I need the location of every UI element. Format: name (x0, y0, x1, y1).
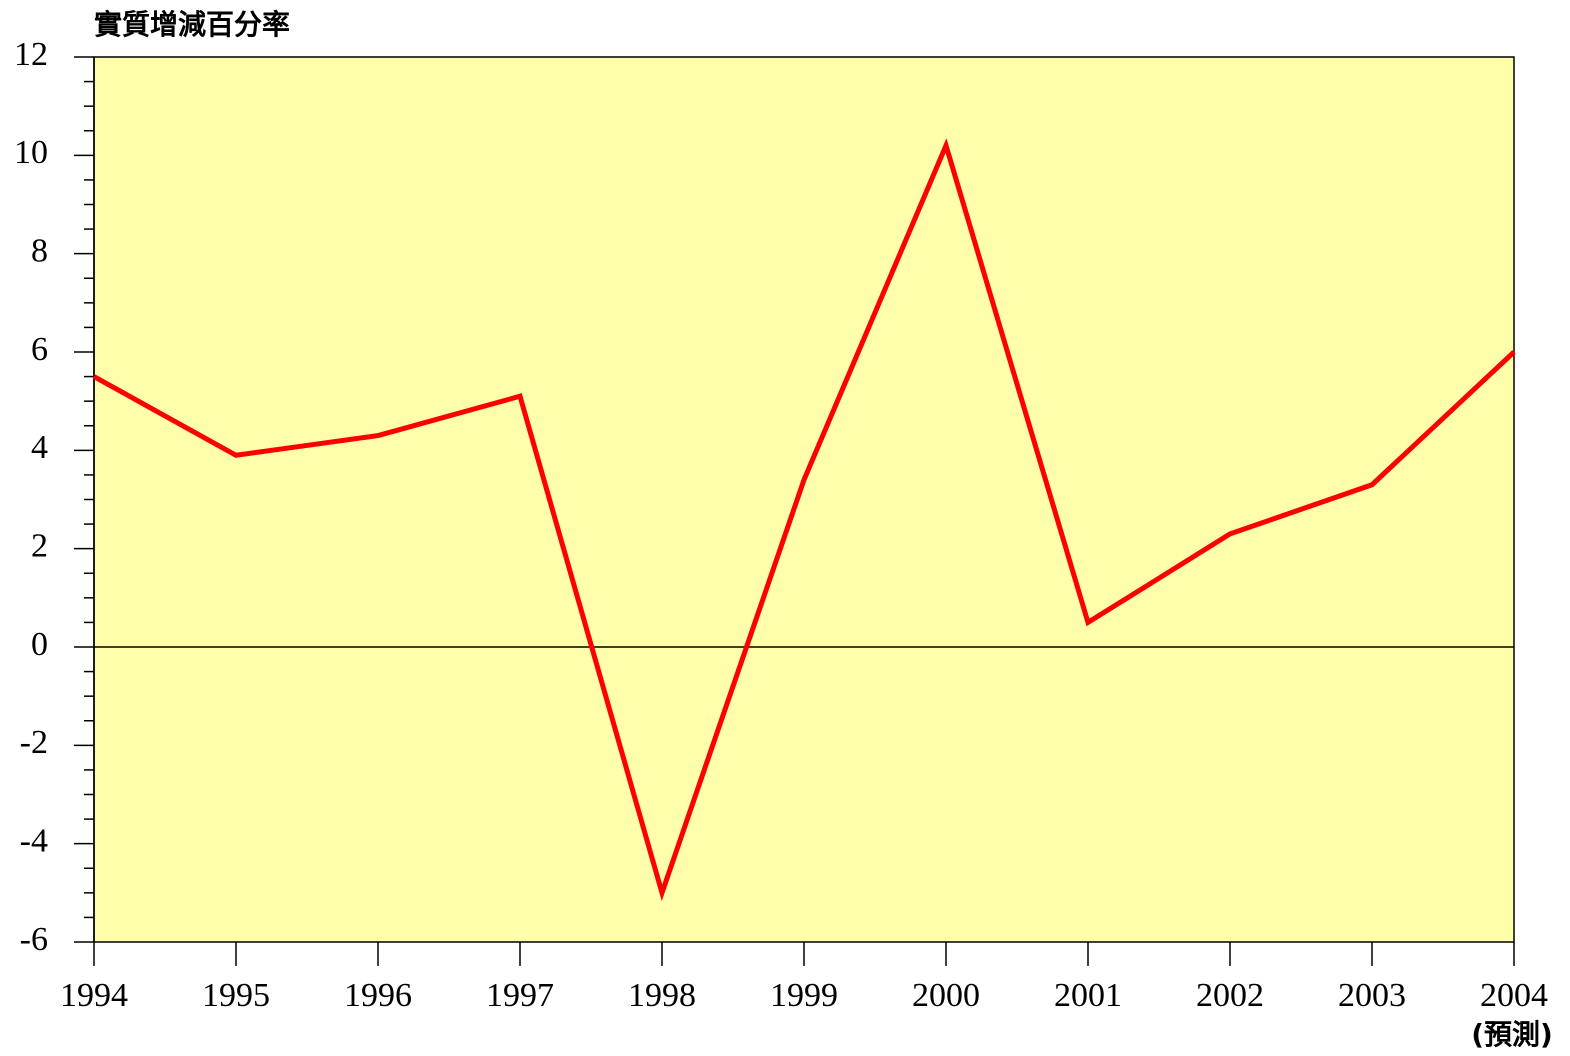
x-tick-label: 1997 (486, 977, 554, 1014)
x-tick-label: 1995 (202, 977, 270, 1014)
y-tick-label: -4 (20, 822, 48, 859)
y-tick-label: 4 (31, 429, 48, 466)
data-line (92, 138, 1516, 902)
x-tick-label: 1999 (770, 977, 838, 1014)
plot-area (93, 56, 1515, 943)
y-tick-label: 12 (14, 36, 48, 73)
y-tick-label: 6 (31, 331, 48, 368)
x-tick-label: 1996 (344, 977, 412, 1014)
x-tick-label: 2003 (1338, 977, 1406, 1014)
x-tick-label: 2002 (1196, 977, 1264, 1014)
y-tick-label: -2 (20, 724, 48, 761)
x-tick-label: 2004 (1480, 977, 1548, 1014)
x-tick-label: 1994 (60, 977, 128, 1014)
y-tick-label: 10 (14, 134, 48, 171)
x-tick-label: 2000 (912, 977, 980, 1014)
x-tick-label: 1998 (628, 977, 696, 1014)
y-axis-title: 實質增減百分率 (94, 8, 290, 41)
y-tick-label: 8 (31, 232, 48, 269)
y-tick-label: 2 (31, 527, 48, 564)
x-tick-label: 2001 (1054, 977, 1122, 1014)
annotation: (預測) (1471, 1018, 1553, 1051)
y-tick-label: 0 (31, 626, 48, 663)
y-tick-label: -6 (20, 921, 48, 958)
